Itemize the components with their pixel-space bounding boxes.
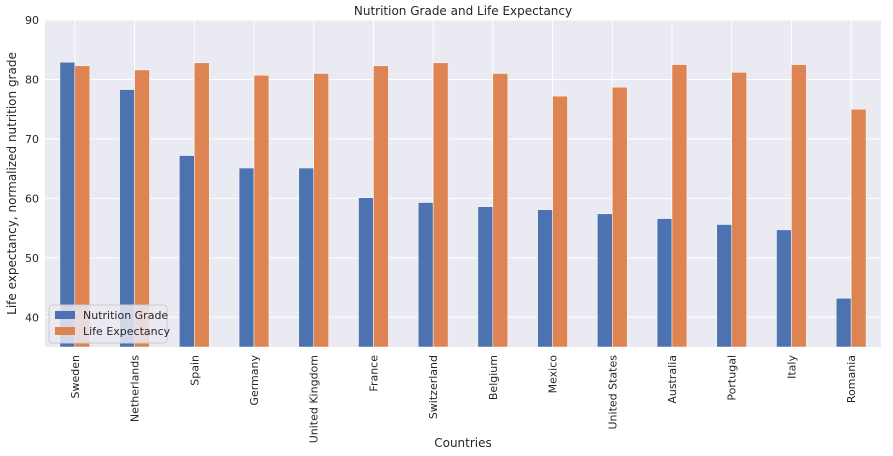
bar-nutrition-grade-germany	[238, 167, 255, 348]
chart-title: Nutrition Grade and Life Expectancy	[354, 4, 572, 18]
x-tick-label-belgium: Belgium	[487, 355, 500, 400]
x-tick-label-mexico: Mexico	[547, 355, 560, 394]
bar-nutrition-grade-romania	[835, 297, 852, 348]
x-tick-label-france: France	[367, 355, 380, 392]
bar-nutrition-grade-switzerland	[417, 202, 434, 348]
bar-life-expectancy-belgium	[492, 73, 509, 348]
bars	[59, 61, 867, 348]
bar-nutrition-grade-spain	[179, 155, 195, 348]
bar-nutrition-grade-united-states	[597, 213, 613, 348]
x-axis-ticks: Sweden Netherlands Spain Germany United King…	[69, 355, 858, 444]
bar-nutrition-grade-sweden	[59, 61, 76, 348]
x-tick-label-portugal: Portugal	[726, 355, 739, 401]
legend-swatch-life-expectancy	[55, 327, 75, 335]
bar-life-expectancy-italy	[791, 64, 807, 348]
bar-nutrition-grade-belgium	[477, 206, 494, 348]
x-tick-label-australia: Australia	[666, 355, 679, 404]
x-tick-label-sweden: Sweden	[69, 355, 82, 398]
bar-life-expectancy-portugal	[731, 72, 747, 348]
bar-life-expectancy-mexico	[552, 95, 568, 348]
bar-nutrition-grade-mexico	[537, 209, 553, 348]
bar-life-expectancy-germany	[253, 75, 270, 348]
legend: Nutrition Grade Life Expectancy	[48, 304, 171, 344]
x-tick-label-romania: Romania	[845, 355, 858, 403]
x-tick-label-spain: Spain	[188, 355, 201, 386]
y-tick-label: 40	[25, 311, 39, 324]
bar-life-expectancy-spain	[194, 62, 210, 348]
x-tick-label-switzerland: Switzerland	[427, 355, 440, 419]
bar-nutrition-grade-portugal	[716, 224, 732, 348]
y-tick-label: 70	[25, 133, 39, 146]
legend-label-nutrition-grade: Nutrition Grade	[83, 309, 168, 322]
bar-nutrition-grade-australia	[656, 218, 673, 348]
bar-life-expectancy-romania	[850, 108, 867, 348]
bar-life-expectancy-sweden	[74, 65, 91, 348]
bar-nutrition-grade-italy	[776, 229, 792, 348]
bar-life-expectancy-united-states	[612, 86, 628, 348]
legend-label-life-expectancy: Life Expectancy	[83, 325, 171, 338]
bar-life-expectancy-france	[373, 65, 389, 348]
x-axis-label: Countries	[434, 436, 492, 450]
bar-nutrition-grade-france	[358, 197, 374, 348]
bar-nutrition-grade-united-kingdom	[298, 167, 314, 348]
x-tick-label-netherlands: Netherlands	[129, 355, 142, 422]
x-tick-label-united-states: United States	[606, 355, 619, 430]
plot-area	[45, 20, 881, 347]
y-tick-label: 90	[25, 14, 39, 27]
y-axis-ticks: 40 50 60 70 80 90	[25, 14, 39, 324]
legend-box	[48, 304, 168, 344]
x-tick-label-italy: Italy	[785, 355, 798, 379]
bar-life-expectancy-united-kingdom	[313, 73, 329, 348]
y-axis-label: Life expectancy, normalized nutrition gr…	[5, 52, 19, 315]
bar-life-expectancy-switzerland	[432, 62, 449, 348]
x-tick-label-united-kingdom: United Kingdom	[308, 355, 321, 443]
y-tick-label: 50	[25, 252, 39, 265]
bar-life-expectancy-netherlands	[134, 69, 150, 348]
bar-life-expectancy-australia	[671, 64, 688, 348]
y-tick-label: 80	[25, 73, 39, 86]
legend-swatch-nutrition-grade	[55, 311, 75, 319]
y-tick-label: 60	[25, 192, 39, 205]
x-tick-label-germany: Germany	[248, 355, 261, 406]
